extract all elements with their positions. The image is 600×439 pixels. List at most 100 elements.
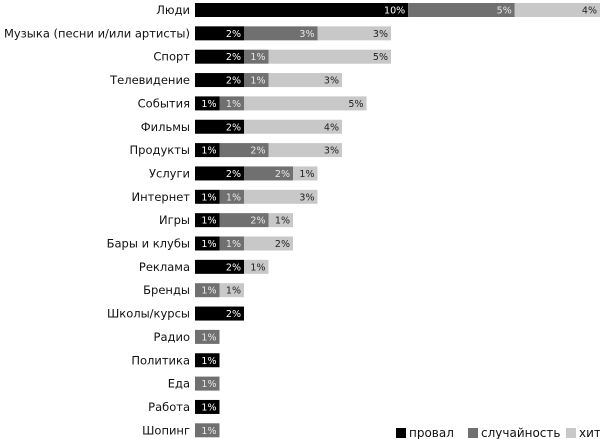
data-label: 2% <box>226 52 241 63</box>
bar-segment-fail <box>195 49 244 64</box>
bar-segment-hit <box>244 236 293 251</box>
category-label: Реклама <box>139 260 190 274</box>
legend-swatch <box>468 428 478 438</box>
legend-swatch <box>396 428 406 438</box>
data-label: 4% <box>582 6 597 17</box>
bar-segment-random <box>195 423 220 438</box>
legend-label: случайность <box>481 426 560 439</box>
data-label: 5% <box>373 52 388 63</box>
bar-segment-fail <box>195 399 220 414</box>
category-label: Политика <box>131 353 190 367</box>
category-label: Работа <box>148 400 190 414</box>
data-label: 2% <box>226 262 241 273</box>
bar-segment-random <box>219 143 269 158</box>
data-label: 2% <box>226 122 241 133</box>
category-label: Интернет <box>132 190 191 204</box>
data-label: 1% <box>226 99 241 110</box>
legend-swatch <box>566 428 576 438</box>
bar-segment-random <box>219 96 244 111</box>
bar-segment-fail <box>195 96 220 111</box>
category-label: Шопинг <box>142 423 190 437</box>
bar-segment-fail <box>195 119 244 134</box>
data-label: 1% <box>201 286 216 297</box>
bar-segment-fail <box>195 73 244 88</box>
bar-segment-random <box>219 189 244 204</box>
bar-segment-random <box>219 236 244 251</box>
category-label: События <box>138 96 190 110</box>
category-label: Фильмы <box>141 120 190 134</box>
data-label: 3% <box>299 29 314 40</box>
bar-segment-random <box>195 329 220 344</box>
bar-segment-hit <box>219 283 244 298</box>
data-label: 1% <box>201 192 216 203</box>
data-label: 2% <box>275 239 290 250</box>
bar-segment-fail <box>195 3 409 17</box>
bar-segment-fail <box>195 143 220 158</box>
category-label: Телевидение <box>109 73 190 87</box>
data-label: 3% <box>324 146 339 157</box>
bar-segment-random <box>195 283 220 298</box>
data-label: 2% <box>226 76 241 87</box>
data-label: 10% <box>384 6 405 17</box>
bar-segment-hit <box>244 189 318 204</box>
data-label: 1% <box>226 239 241 250</box>
category-label: Продукты <box>130 143 190 157</box>
data-label: 1% <box>299 169 314 180</box>
bar-segment-fail <box>195 306 244 321</box>
bar-segment-hit <box>244 259 269 274</box>
data-label: 2% <box>250 216 265 227</box>
data-label: 1% <box>275 216 290 227</box>
bar-segment-random <box>219 213 269 228</box>
bar-segment-random <box>408 3 515 17</box>
bar-segment-hit <box>317 26 391 41</box>
category-label: Услуги <box>149 166 190 180</box>
bar-segment-hit <box>268 213 293 228</box>
data-label: 1% <box>201 402 216 413</box>
category-label: Игры <box>159 213 190 227</box>
data-label: 1% <box>201 356 216 367</box>
bar-segment-fail <box>195 236 220 251</box>
data-label: 1% <box>226 286 241 297</box>
data-label: 2% <box>275 169 290 180</box>
bar-segment-hit <box>268 49 391 64</box>
data-label: 1% <box>250 52 265 63</box>
data-label: 1% <box>201 146 216 157</box>
bar-segment-fail <box>195 26 244 41</box>
data-label: 1% <box>201 239 216 250</box>
bar-segment-random <box>244 166 293 181</box>
data-label: 1% <box>250 76 265 87</box>
bar-segment-hit <box>268 73 342 88</box>
data-label: 1% <box>201 379 216 390</box>
data-label: 1% <box>201 426 216 437</box>
bar-segment-hit <box>514 3 600 17</box>
data-label: 1% <box>201 332 216 343</box>
data-label: 1% <box>201 99 216 110</box>
category-label: Бренды <box>143 283 190 297</box>
data-label: 2% <box>226 309 241 320</box>
category-label: Школы/курсы <box>107 307 190 321</box>
bar-segment-fail <box>195 353 220 368</box>
bar-segment-random <box>195 376 220 391</box>
data-label: 2% <box>226 29 241 40</box>
data-label: 5% <box>497 6 512 17</box>
data-label: 4% <box>324 122 339 133</box>
data-label: 3% <box>324 76 339 87</box>
data-label: 3% <box>373 29 388 40</box>
data-label: 5% <box>348 99 363 110</box>
bar-segment-fail <box>195 213 220 228</box>
bar-segment-hit <box>293 166 318 181</box>
bar-segment-fail <box>195 259 244 274</box>
category-label: Люди <box>156 3 190 17</box>
category-label: Спорт <box>153 50 190 64</box>
category-label: Еда <box>168 377 190 391</box>
bar-segment-random <box>244 49 269 64</box>
data-label: 2% <box>250 146 265 157</box>
bar-segment-fail <box>195 189 220 204</box>
bar-segment-hit <box>268 143 342 158</box>
legend-label: провал <box>409 426 454 439</box>
data-label: 1% <box>226 192 241 203</box>
bar-segment-fail <box>195 166 244 181</box>
data-label: 1% <box>250 262 265 273</box>
bar-segment-hit <box>244 96 367 111</box>
